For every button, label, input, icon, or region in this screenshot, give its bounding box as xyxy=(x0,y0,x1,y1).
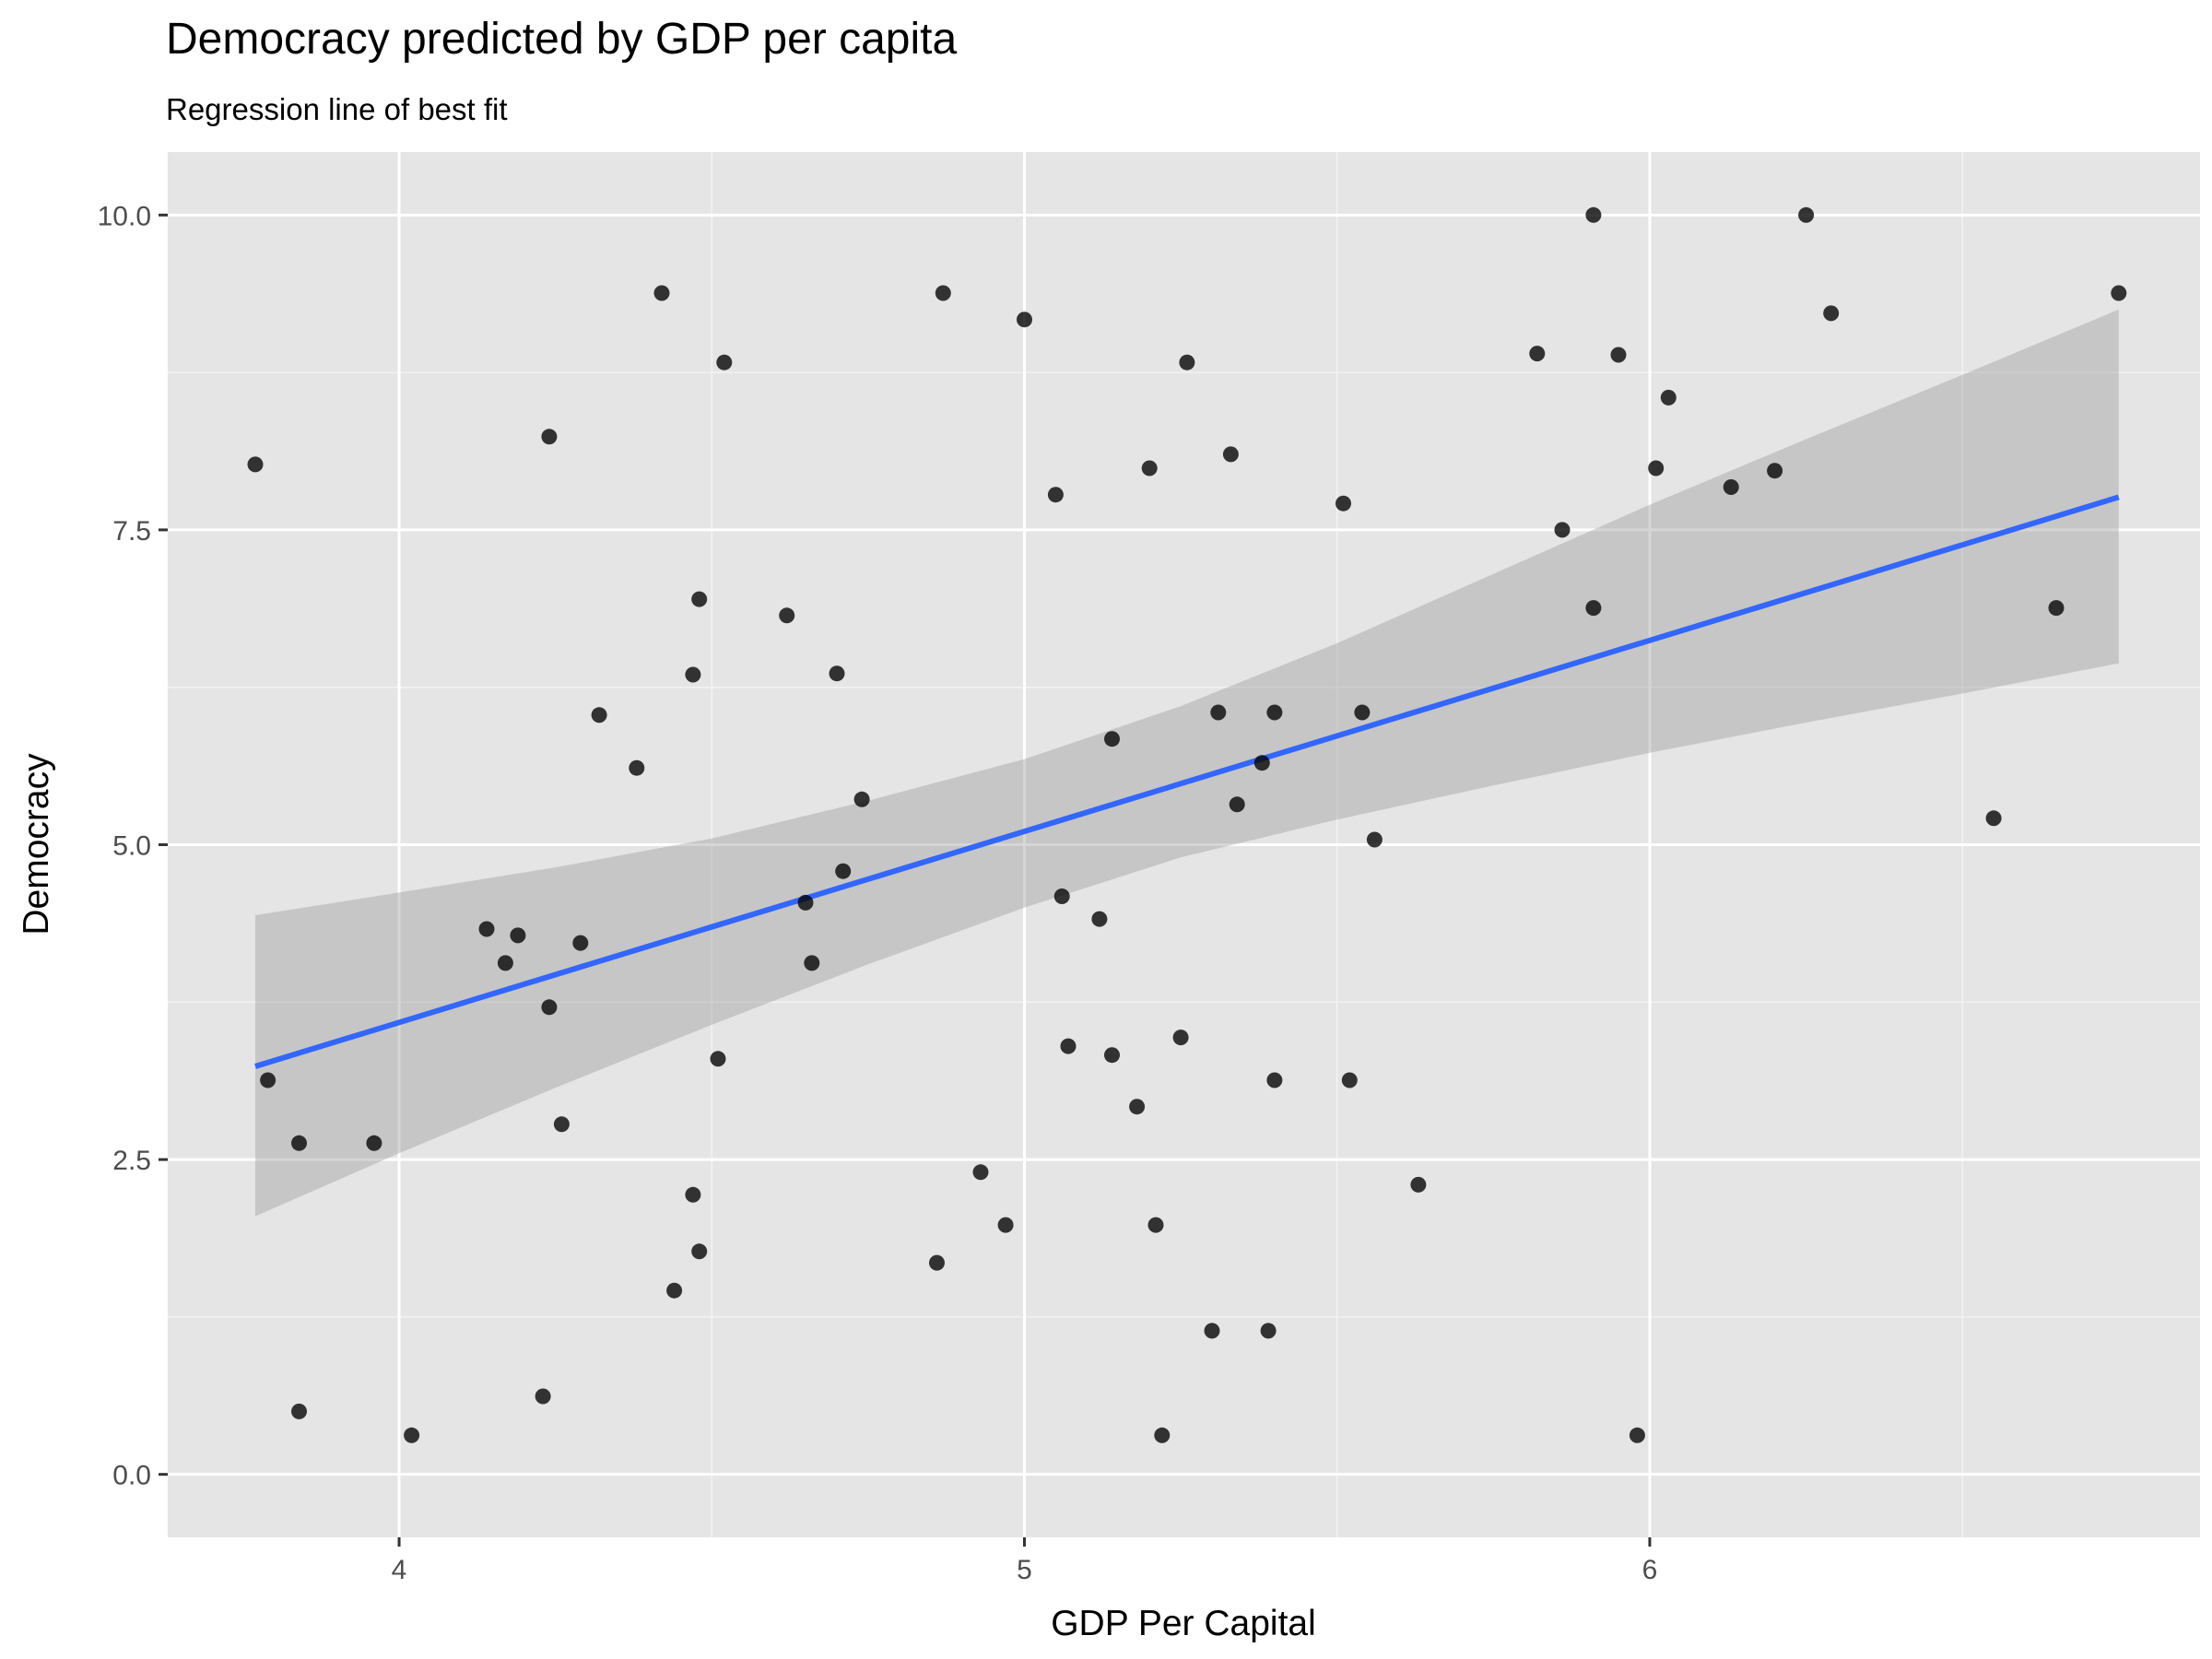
data-point xyxy=(404,1427,420,1443)
data-point xyxy=(691,591,708,607)
data-point xyxy=(666,1282,683,1299)
data-point xyxy=(1823,305,1840,322)
data-point xyxy=(1210,704,1227,721)
data-point xyxy=(1354,704,1371,721)
data-point xyxy=(591,707,607,724)
data-point xyxy=(1629,1427,1645,1443)
data-point xyxy=(1172,1030,1189,1046)
data-point xyxy=(653,285,670,301)
data-point xyxy=(929,1254,945,1271)
data-point xyxy=(1366,831,1382,848)
data-point xyxy=(510,927,526,944)
x-tick-label: 5 xyxy=(1017,1555,1032,1585)
data-point xyxy=(1060,1038,1077,1054)
data-point xyxy=(1222,446,1239,463)
data-point xyxy=(247,456,264,473)
x-axis: 4 5 6 xyxy=(392,1537,1658,1585)
y-tick-label: 10.0 xyxy=(98,201,151,231)
grid-major xyxy=(168,152,2200,1537)
confidence-band xyxy=(255,309,2119,1217)
data-point xyxy=(853,791,870,807)
x-axis-label: GDP Per Capital xyxy=(1051,1604,1316,1643)
data-point xyxy=(935,285,951,301)
data-point xyxy=(1610,347,1627,363)
data-point xyxy=(1529,346,1546,362)
data-point xyxy=(1141,460,1158,477)
data-point xyxy=(1335,495,1351,512)
data-point xyxy=(541,429,558,445)
data-point xyxy=(1179,354,1195,371)
data-point xyxy=(1154,1427,1171,1443)
data-point xyxy=(1204,1323,1220,1339)
data-point xyxy=(1585,206,1602,223)
data-point xyxy=(2111,285,2127,301)
data-point xyxy=(629,759,645,776)
data-point xyxy=(1091,911,1108,927)
data-point xyxy=(1047,487,1064,503)
y-tick-label: 5.0 xyxy=(112,831,151,862)
data-point xyxy=(972,1164,989,1181)
data-point xyxy=(685,1186,701,1203)
x-tick-label: 6 xyxy=(1642,1555,1658,1585)
data-point xyxy=(541,999,558,1016)
data-point xyxy=(1410,1176,1427,1193)
data-point xyxy=(478,921,495,937)
data-point xyxy=(710,1051,726,1067)
data-point xyxy=(535,1388,551,1405)
data-point xyxy=(572,935,589,951)
data-point xyxy=(1260,1323,1277,1339)
x-tick-label: 4 xyxy=(392,1555,407,1585)
data-point xyxy=(997,1217,1014,1233)
data-point xyxy=(1660,389,1677,406)
data-point xyxy=(1723,479,1739,495)
y-axis-label: Democracy xyxy=(17,753,56,935)
data-point xyxy=(260,1072,276,1088)
data-point xyxy=(1767,463,1783,479)
data-point xyxy=(291,1403,307,1419)
data-point xyxy=(835,863,852,879)
data-points xyxy=(247,206,2127,1443)
data-point xyxy=(1554,522,1571,538)
data-point xyxy=(829,665,845,682)
data-point xyxy=(691,1243,708,1260)
data-point xyxy=(1104,1047,1120,1064)
data-point xyxy=(1798,206,1815,223)
y-tick-label: 7.5 xyxy=(112,516,151,547)
data-point xyxy=(1253,755,1270,771)
data-point xyxy=(497,955,513,971)
data-point xyxy=(1017,312,1032,328)
data-point xyxy=(1985,810,2002,827)
data-point xyxy=(716,354,733,371)
data-point xyxy=(1129,1099,1146,1115)
data-point xyxy=(366,1135,382,1151)
chart-title: Democracy predicted by GDP per capita xyxy=(166,15,957,64)
data-point xyxy=(1147,1217,1164,1233)
chart-subtitle: Regression line of best fit xyxy=(166,92,508,126)
data-point xyxy=(1104,731,1120,747)
data-point xyxy=(797,894,814,911)
y-tick-label: 2.5 xyxy=(112,1146,151,1176)
data-point xyxy=(291,1135,307,1151)
data-point xyxy=(1585,600,1602,617)
data-point xyxy=(1341,1072,1358,1088)
data-point xyxy=(685,666,701,683)
y-axis: 0.0 2.5 5.0 7.5 10.0 xyxy=(98,201,168,1491)
data-point xyxy=(779,607,795,624)
data-point xyxy=(1648,460,1665,477)
regression-line xyxy=(254,494,2120,1069)
data-point xyxy=(2048,600,2065,617)
data-point xyxy=(804,955,820,971)
y-tick-label: 0.0 xyxy=(112,1461,151,1491)
data-point xyxy=(553,1116,570,1133)
data-point xyxy=(1266,1072,1283,1088)
data-point xyxy=(1266,704,1283,721)
data-point xyxy=(1053,888,1070,904)
data-point xyxy=(1229,796,1245,813)
